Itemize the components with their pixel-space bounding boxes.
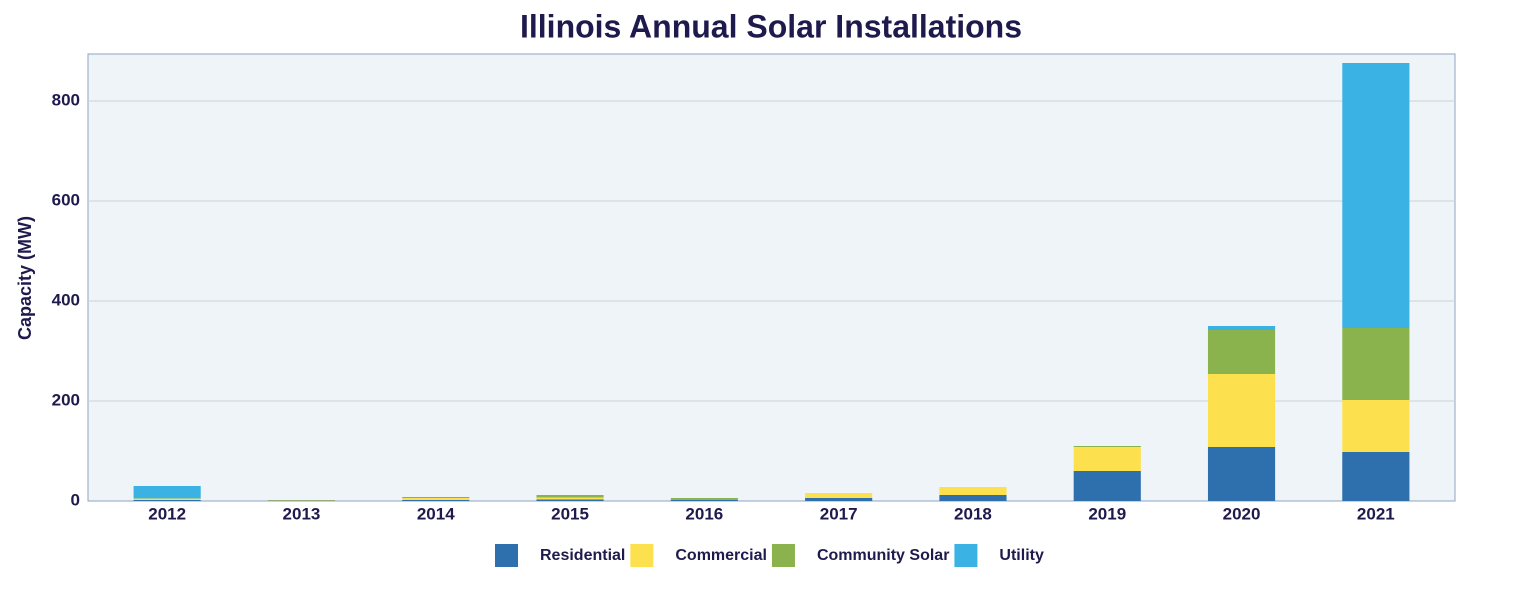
legend-label: Community Solar xyxy=(817,547,949,564)
bar-segment xyxy=(536,499,604,501)
bar-segment xyxy=(670,499,738,501)
bar-segment xyxy=(133,498,201,500)
legend-swatch xyxy=(954,544,978,567)
legend-label: Residential xyxy=(540,547,625,564)
x-tick-label: 2019 xyxy=(1088,504,1126,523)
bar-segment xyxy=(1073,471,1141,501)
x-tick-label: 2018 xyxy=(954,504,992,523)
bar-segment xyxy=(939,487,1007,495)
bar-segment xyxy=(536,497,604,500)
x-tick-label: 2017 xyxy=(820,504,858,523)
bar-segment xyxy=(1207,330,1276,374)
x-tick-label: 2013 xyxy=(283,504,321,523)
bar-segment xyxy=(1342,63,1410,328)
bar-segment xyxy=(805,498,873,501)
y-tick-label: 600 xyxy=(52,190,80,209)
x-tick-label: 2020 xyxy=(1223,504,1261,523)
legend-swatch xyxy=(630,544,654,567)
bar-segment xyxy=(133,500,201,501)
x-tick-label: 2014 xyxy=(417,504,455,523)
bar-segment xyxy=(1342,400,1410,452)
x-tick-label: 2015 xyxy=(551,504,589,523)
bar-segment xyxy=(536,495,604,498)
bar-segment xyxy=(1207,374,1276,447)
bar-segment xyxy=(1073,446,1141,447)
bar-segment xyxy=(267,500,336,501)
bar-segment xyxy=(1207,447,1276,501)
bar-segment xyxy=(1207,326,1276,330)
legend-swatch xyxy=(495,544,518,567)
y-tick-label: 0 xyxy=(71,490,80,509)
bar-segment xyxy=(402,500,470,501)
bar-segment xyxy=(805,493,873,498)
bar-segment xyxy=(133,486,201,499)
y-axis-label: Capacity (MW) xyxy=(15,216,35,340)
chart-title: Illinois Annual Solar Installations xyxy=(520,8,1022,44)
bar-segment xyxy=(402,498,470,500)
bar-segment xyxy=(670,499,738,500)
x-tick-label: 2021 xyxy=(1357,504,1395,523)
y-tick-label: 800 xyxy=(52,90,80,109)
legend-swatch xyxy=(771,544,795,567)
bar-segment xyxy=(267,500,336,501)
legend-label: Utility xyxy=(999,547,1044,564)
bar-segment xyxy=(1342,452,1410,501)
x-tick-label: 2016 xyxy=(685,504,723,523)
bar-segment xyxy=(1073,447,1141,471)
x-tick-label: 2012 xyxy=(148,504,186,523)
bar-segment xyxy=(1342,328,1410,400)
legend-label: Commercial xyxy=(675,547,767,564)
bar-segment xyxy=(939,495,1007,501)
bar-segment xyxy=(402,497,470,498)
y-tick-label: 400 xyxy=(52,290,80,309)
bar-segment xyxy=(670,498,738,499)
y-tick-label: 200 xyxy=(52,390,80,409)
